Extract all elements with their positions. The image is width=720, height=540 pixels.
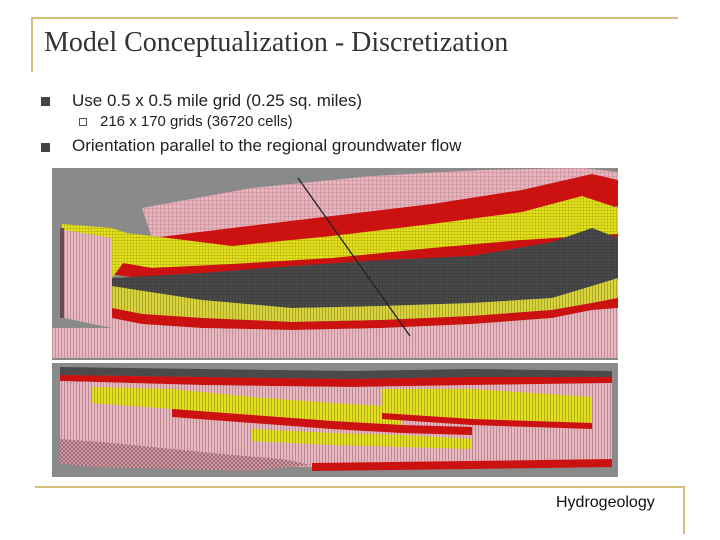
- footer-label: Hydrogeology: [556, 494, 655, 511]
- cross-section-image: [52, 363, 618, 477]
- sub-bullet-text: 216 x 170 grids (36720 cells): [100, 113, 293, 130]
- bullet-text-2: Orientation parallel to the regional gro…: [72, 136, 462, 155]
- bullet-marker-1: [41, 97, 50, 106]
- model-grid-3d-figure: [52, 168, 618, 360]
- title-rule-horizontal: [31, 17, 678, 19]
- footer-rule-vertical: [683, 486, 685, 534]
- bullet-marker-2: [41, 143, 50, 152]
- slide-title: Model Conceptualization - Discretization: [44, 27, 509, 58]
- cross-section-figure: [52, 363, 618, 477]
- model-grid-3d-image: [52, 168, 618, 360]
- footer-rule-horizontal: [35, 486, 685, 488]
- sub-bullet-marker: [79, 118, 87, 126]
- bullet-text-1: Use 0.5 x 0.5 mile grid (0.25 sq. miles): [72, 91, 363, 110]
- title-rule-vertical: [31, 17, 33, 72]
